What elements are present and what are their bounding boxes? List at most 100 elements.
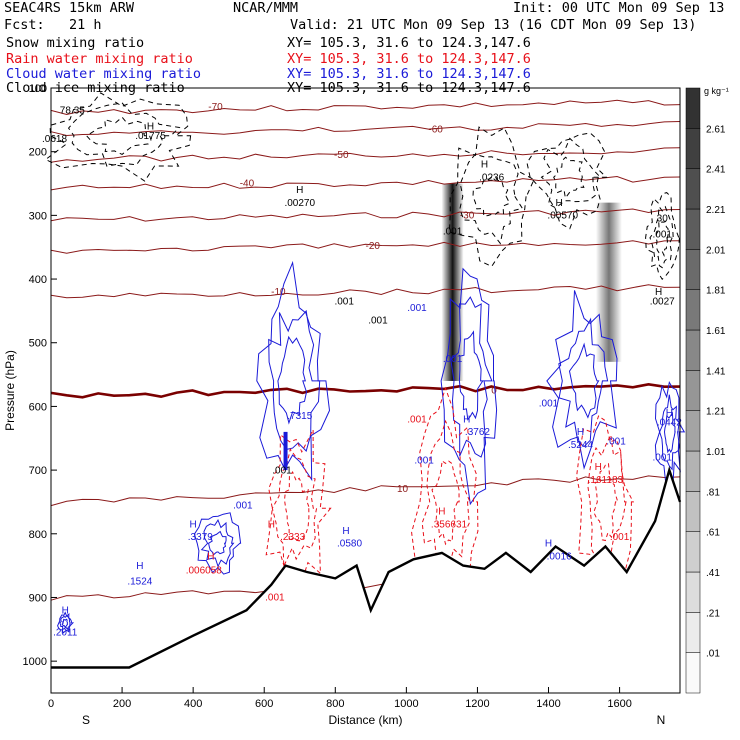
isotherm-line <box>50 121 681 137</box>
cloud-water-label: .2011 <box>53 628 78 639</box>
colorbar-label: 2.01 <box>706 245 726 256</box>
cloud-water-label: .0580 <box>337 539 362 550</box>
mixing-ratio-contour <box>208 530 227 556</box>
snow-label: .001 <box>272 465 292 476</box>
x-tick-label: 1000 <box>394 698 418 710</box>
isotherm-line <box>50 240 681 254</box>
cloud-water-label: .0016 <box>547 551 572 562</box>
y-tick-label: 1000 <box>23 656 47 668</box>
rain-label: H <box>438 507 445 518</box>
isotherm-label: -10 <box>271 287 286 298</box>
mixing-ratio-contour <box>61 618 69 629</box>
mixing-ratio-contour <box>431 459 460 546</box>
snow-label: .01775 <box>135 131 166 142</box>
snow-label: H <box>481 160 488 171</box>
snow-shaft <box>441 183 464 381</box>
terrain-fill <box>51 470 680 693</box>
mixing-ratio-contour <box>649 205 674 269</box>
rain-label: .001 <box>265 593 285 604</box>
mixing-ratio-contour <box>277 335 308 425</box>
field-name-snow: Snow mixing ratio <box>6 35 145 51</box>
x-tick-label: 400 <box>184 698 202 710</box>
organization: NCAR/MMM <box>233 0 299 16</box>
isotherm-line <box>50 475 681 507</box>
cloud-water-label: .001 <box>443 354 463 365</box>
isotherm-label: -50 <box>334 150 349 161</box>
isotherm-label: -30 <box>460 210 475 221</box>
y-tick-label: 400 <box>29 274 47 286</box>
init-time: Init: 00 UTC Mon 09 Sep 13 <box>513 0 725 16</box>
mixing-ratio-contour <box>193 512 242 575</box>
y-tick-label: 200 <box>29 147 47 159</box>
x-tick-label: 1200 <box>465 698 489 710</box>
snow-label: .001 <box>652 230 672 241</box>
rain-label: .2333 <box>280 532 305 543</box>
colorbar-cell <box>685 531 701 573</box>
snow-label: H <box>296 185 303 196</box>
colorbar-unit: g kg⁻¹ <box>704 86 729 96</box>
isotherm-label: 0 <box>491 386 497 397</box>
mixing-ratio-contour <box>200 518 235 568</box>
mixing-ratio-contour <box>421 419 471 573</box>
cloud-water-label: H <box>62 605 69 616</box>
cloud-water-core <box>283 431 288 471</box>
x-tick-label: 1400 <box>536 698 560 710</box>
snow-label: .00570 <box>547 211 578 222</box>
snow-label: .0027 <box>650 297 675 308</box>
snow-label: 30 <box>657 214 669 225</box>
mixing-ratio-contour <box>587 433 627 572</box>
snow-label: .00270 <box>284 198 315 209</box>
isotherm-label: -40 <box>240 179 255 190</box>
valid-time: Valid: 21 UTC Mon 09 Sep 13 (16 CDT Mon … <box>290 17 697 33</box>
x-tick-label: 0 <box>48 698 54 710</box>
cloud-water-label: .001 <box>407 303 427 314</box>
mixing-ratio-contour <box>472 176 511 217</box>
cloud-water-label: .001 <box>539 398 559 409</box>
rain-label: .356631 <box>431 519 468 530</box>
mixing-ratio-contour <box>271 447 318 567</box>
y-tick-label: 900 <box>29 592 47 604</box>
snow-label: H <box>556 198 563 209</box>
mixing-ratio-contour <box>459 153 524 245</box>
y-tick-label: 100 <box>29 83 47 95</box>
cloud-water-label: .5244 <box>568 440 593 451</box>
rain-label: H <box>207 551 214 562</box>
colorbar-label: .61 <box>706 528 720 539</box>
field-name-rain: Rain water mixing ratio <box>6 51 193 67</box>
colorbar-label: .41 <box>706 568 720 579</box>
colorbar-label: 2.61 <box>706 124 726 135</box>
mixing-ratio-contour <box>540 137 602 209</box>
x-tick-label: 1600 <box>607 698 631 710</box>
snow-shaft <box>595 202 622 362</box>
mixing-ratio-contour <box>67 102 181 167</box>
snow-label: .001 <box>368 316 388 327</box>
mixing-ratio-contour <box>85 116 152 155</box>
colorbar-cell <box>685 208 701 250</box>
field-xy-cloud-water: XY= 105.3, 31.6 to 124.3,147.6 <box>287 66 531 82</box>
colorbar-label: 1.41 <box>706 366 726 377</box>
mixing-ratio-contour <box>655 220 669 258</box>
cloud-water-label: H <box>545 539 552 550</box>
colorbar-cell <box>685 450 701 492</box>
x-tick-label: 600 <box>255 698 273 710</box>
snow-label: .0236 <box>479 172 504 183</box>
mixing-ratio-contour <box>458 330 484 421</box>
model-name: SEAC4RS 15km ARW <box>4 0 135 16</box>
colorbar-label: 1.81 <box>706 286 726 297</box>
isotherm-line <box>50 382 681 399</box>
colorbar-cell <box>685 87 701 129</box>
mixing-ratio-contour <box>568 342 600 419</box>
snow-label: .001 <box>334 297 354 308</box>
colorbar-cell <box>685 289 701 331</box>
mixing-ratio-contour <box>526 132 608 230</box>
mixing-ratio-contour <box>265 429 332 588</box>
field-name-cloud-water: Cloud water mixing ratio <box>6 66 202 82</box>
colorbar-label: 1.61 <box>706 326 726 337</box>
colorbar-cell <box>685 329 701 371</box>
colorbar-cell <box>685 128 701 169</box>
mixing-ratio-contour <box>546 290 618 470</box>
forecast-hour: Fcst: 21 h <box>4 17 102 33</box>
cloud-water-label: .001 <box>652 453 672 464</box>
x-tick-label: 800 <box>326 698 344 710</box>
